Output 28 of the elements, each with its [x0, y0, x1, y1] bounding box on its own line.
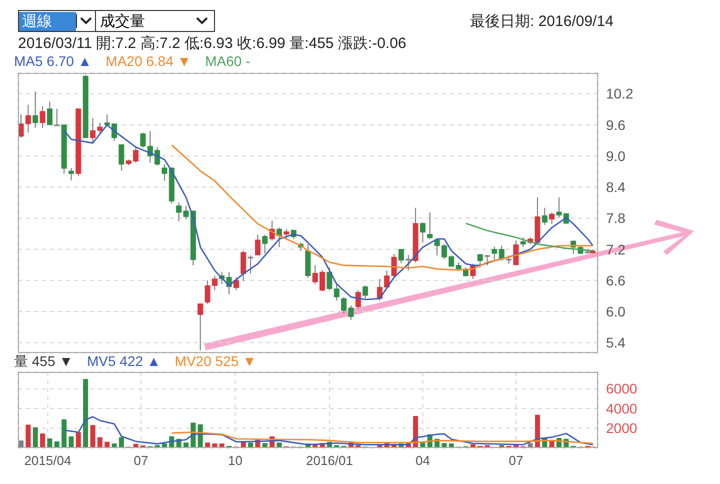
y-tick-label: 8.4 [606, 179, 626, 196]
y-tick-label: 6.0 [606, 303, 626, 320]
y-tick-label: 7.2 [606, 241, 626, 258]
y-tick-label: 5.4 [606, 334, 626, 351]
y-tick-label: 4000 [606, 400, 638, 416]
y-tick-label: 2000 [606, 420, 638, 436]
x-tick-label: 2015/04 [24, 453, 72, 468]
text: 週線 [19, 12, 76, 30]
text: MA60 - [205, 53, 250, 69]
y-tick-label: 6000 [606, 380, 638, 397]
y-tick-label: 10.2 [606, 86, 634, 102]
x-tick-label: 10 [228, 453, 242, 468]
x-tick-label: 04 [416, 453, 430, 468]
text: 2016/03/11 開:7.2 高:7.2 低:6.93 收:6.99 量:455 漲跌:-0.06 [18, 34, 406, 53]
y-tick-label: 9.0 [606, 148, 626, 164]
text: 成交量 [100, 12, 145, 30]
text: MV5 422 ▲ [87, 353, 161, 371]
x-tick-label: 2016/01 [306, 453, 354, 468]
y-tick-label: 7.8 [606, 210, 626, 226]
text: MA20 6.84 ▼ [106, 53, 192, 69]
y-tick-label: 9.6 [606, 116, 626, 133]
text: MA5 6.70 ▲ [14, 53, 92, 69]
x-tick-label: 07 [508, 453, 524, 468]
y-tick-label: 6.6 [606, 272, 626, 288]
x-tick-label: 07 [134, 453, 148, 468]
text: 最後日期: 2016/09/14 [470, 12, 614, 31]
text: MV20 525 ▼ [174, 353, 256, 371]
series-label: 量 455 ▼ [14, 353, 73, 371]
